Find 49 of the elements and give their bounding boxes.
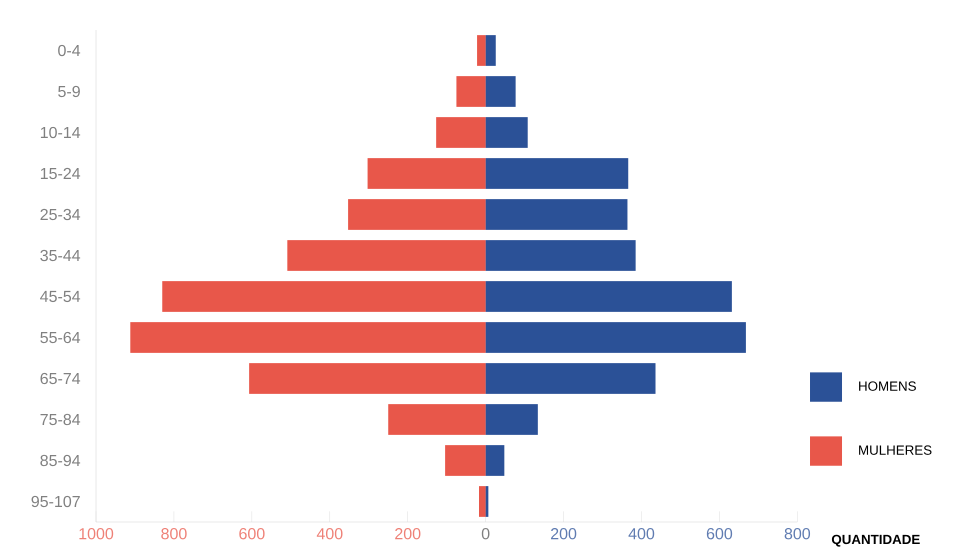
bar — [486, 281, 732, 312]
x-tick-label: 200 — [551, 528, 576, 540]
x-tick-label: 200 — [395, 528, 420, 540]
bar — [486, 322, 746, 353]
bar — [445, 445, 486, 476]
bar — [348, 199, 486, 230]
bar — [486, 35, 496, 66]
legend-label: HOMENS — [859, 381, 916, 391]
bar — [486, 486, 488, 517]
x-tick-label: 800 — [784, 528, 810, 540]
bar — [477, 35, 486, 66]
y-tick-label: 45-54 — [40, 290, 80, 302]
bar — [486, 76, 516, 107]
bar — [456, 76, 486, 107]
y-tick-label: 75-84 — [40, 414, 80, 426]
bar — [436, 117, 486, 148]
x-tick-label: 600 — [706, 528, 732, 540]
x-tick-label: 600 — [239, 528, 265, 540]
bar — [479, 486, 486, 517]
bar — [162, 281, 486, 312]
x-axis-title: QUANTIDADE — [832, 534, 920, 547]
y-tick-label: 0-4 — [58, 44, 80, 56]
x-tick-label: 400 — [628, 528, 654, 540]
bar — [368, 158, 486, 189]
bar — [486, 240, 636, 271]
bar — [486, 363, 656, 394]
bar — [287, 240, 486, 271]
x-tick-label: 800 — [161, 528, 187, 540]
bar — [486, 117, 528, 148]
bar — [486, 445, 504, 476]
y-tick-label: 15-24 — [40, 168, 80, 180]
bar — [388, 404, 486, 435]
bar — [130, 322, 486, 353]
bar — [486, 199, 628, 230]
y-tick-label: 25-34 — [40, 208, 80, 220]
bar — [249, 363, 486, 394]
y-tick-label: 65-74 — [40, 372, 80, 384]
legend-label: MULHERES — [859, 445, 932, 455]
x-tick-label: 1000 — [79, 528, 114, 540]
y-tick-label: 5-9 — [58, 86, 80, 98]
y-tick-label: 95-107 — [32, 496, 80, 508]
y-tick-label: 85-94 — [40, 454, 80, 466]
x-tick-label: 0 — [482, 528, 490, 540]
y-tick-label: 35-44 — [40, 250, 80, 262]
y-tick-label: 10-14 — [40, 126, 80, 138]
y-tick-label: 55-64 — [40, 332, 80, 344]
bar — [486, 404, 538, 435]
x-tick-label: 400 — [316, 528, 343, 540]
bar — [486, 158, 628, 189]
